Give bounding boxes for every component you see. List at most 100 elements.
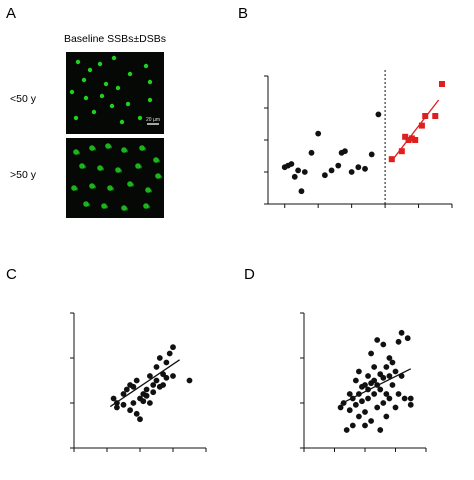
micrograph-old-cell-tail [82,165,87,169]
data-point-square [422,113,429,119]
data-point [147,373,153,379]
data-point [143,392,150,399]
data-point [186,377,193,384]
data-point [383,391,390,397]
micrograph-old-cell-tail [148,189,153,193]
data-point [166,350,173,357]
data-point [383,364,390,370]
data-point [374,382,381,388]
data-point [362,165,368,172]
micrograph-old-cell-tail [76,151,81,155]
micrograph-young-cell [83,95,89,101]
micrograph-young-cell [119,119,125,125]
data-point [315,130,322,137]
data-point [120,401,127,408]
data-point [352,401,359,408]
data-point [386,373,393,379]
data-point [380,400,387,406]
chart-d [300,312,427,452]
micrograph-young-cell [109,103,115,109]
micrograph-young-cell [75,59,81,65]
micrograph-young-cell [97,61,103,67]
chart-c [70,312,207,452]
data-point [140,398,147,405]
micrograph-old-cell-tail [92,185,97,189]
data-point [147,400,153,406]
data-point [137,416,143,423]
micrograph-young-cell [87,67,93,73]
data-point [352,377,359,384]
data-point [321,172,328,179]
data-point [291,173,298,180]
data-point [163,374,170,381]
data-point [371,391,378,397]
panel-b-letter: B [238,5,248,22]
micrograph-young-cell [127,71,133,77]
data-point [395,338,402,345]
data-point [392,368,399,375]
data-point [346,391,353,397]
data-point [371,364,378,370]
micrograph-old-cell-tail [108,145,113,149]
chart-b [264,70,453,208]
data-point [133,410,140,417]
scale-bar-label: 20 µm [146,117,160,123]
data-point [377,427,384,433]
data-point [368,151,375,158]
data-point [328,167,335,174]
data-point-square [398,148,405,155]
micrograph-row-label-young: <50 y [10,93,37,105]
data-point [407,401,414,408]
micrograph-old-cell-tail [118,169,123,173]
data-point [153,377,160,384]
micrograph-header: Baseline SSBs±DSBs [64,33,166,45]
regression-line [109,359,180,408]
data-point [380,341,387,348]
data-point [150,389,157,396]
data-point [342,148,348,155]
data-point [380,374,387,381]
data-point [374,337,381,343]
data-point [386,355,393,361]
data-point [368,350,374,357]
micrograph-old-cell-tail [124,207,129,211]
data-point [365,395,371,402]
micrograph-young-cell [137,115,143,121]
micrograph-old-cell-tail [92,147,97,151]
data-point [337,404,344,411]
data-point [392,404,399,411]
data-point [114,404,120,411]
data-point [398,373,405,379]
data-point [335,162,342,169]
data-point [295,167,302,174]
micrograph-old-cell-tail [138,165,143,169]
data-point [123,386,130,393]
data-point [356,413,362,420]
data-point [163,359,170,366]
data-point [120,391,127,397]
data-point [130,383,137,390]
data-point [404,335,411,342]
data-point [133,377,140,384]
micrograph-young-cell [103,81,109,87]
micrograph-old-cell-tail [86,203,91,207]
data-point-square [405,137,412,143]
data-point [170,373,176,379]
data-point [301,169,308,175]
data-point [160,382,167,388]
data-point [356,391,362,397]
data-point [288,161,295,167]
micrograph-old-cell-tail [124,149,129,153]
micrograph-old-cell-tail [146,205,151,209]
data-point [359,398,365,405]
data-point [371,377,378,384]
data-point [143,386,150,393]
data-point-square [402,133,409,140]
data-point [389,359,396,366]
micrograph-young-cell [115,85,121,91]
micrograph-young-cell [91,109,97,115]
data-point [170,344,176,351]
data-point [356,368,362,375]
data-point [365,373,371,379]
